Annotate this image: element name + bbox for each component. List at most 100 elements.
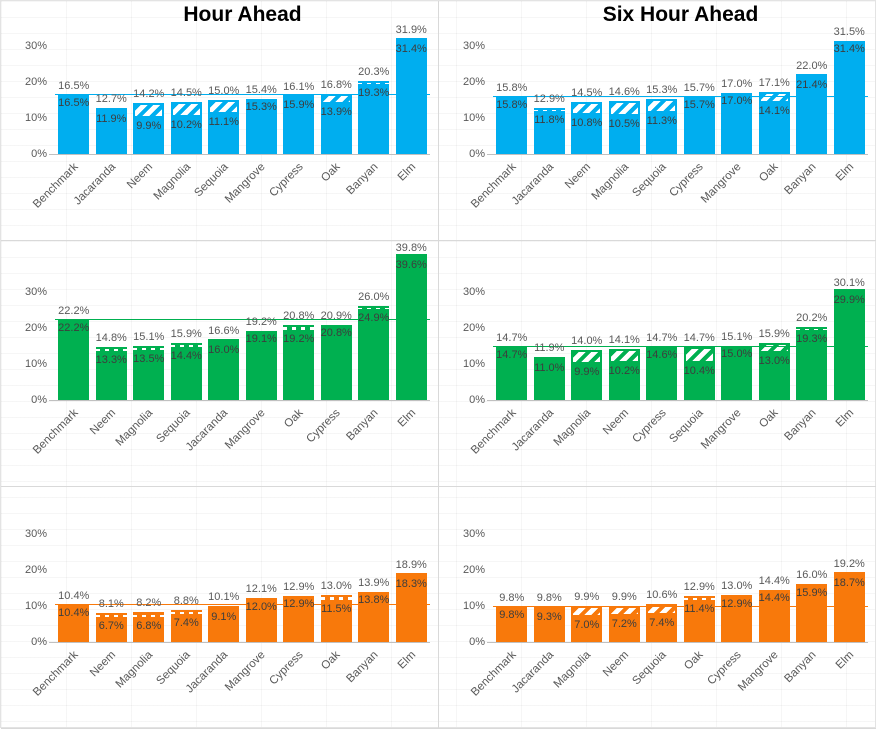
x-slot: Jacaranda <box>509 155 569 240</box>
bar <box>533 357 565 400</box>
bar-slot-cypress: 13.0% 12.9% <box>718 497 756 642</box>
hatched-cap <box>533 107 565 112</box>
x-axis-line <box>487 400 868 401</box>
plot-area: 0% 10% 20% 30% 10.4% 10.4% 8.1% 6.7% 8.2% 6.8% 8.8… <box>25 497 430 648</box>
x-slot: Elm <box>393 401 431 486</box>
bar <box>533 107 565 154</box>
bar <box>283 595 315 642</box>
y-axis-tick-label: 30% <box>24 40 47 52</box>
bar <box>395 573 427 642</box>
bar-slot-elm: 19.2% 18.7% <box>831 497 869 642</box>
x-slot: Banyan <box>782 643 831 728</box>
x-slot: Elm <box>831 155 869 240</box>
bar-inner-label: 7.0% <box>574 618 600 631</box>
bar-inner-label: 11.3% <box>646 115 677 128</box>
x-axis-category-label: Benchmark <box>30 407 81 457</box>
y-axis-tick-label: 30% <box>24 528 47 540</box>
bar <box>208 340 240 400</box>
bar-slot-elm: 39.8% 39.6% <box>393 242 431 400</box>
bar <box>758 590 790 642</box>
bar-slot-magnolia: 8.2% 6.8% <box>130 497 168 642</box>
benchmark-line <box>493 605 868 607</box>
hatched-cap <box>208 339 240 343</box>
y-axis-tick-label: 10% <box>462 112 485 124</box>
bar-inner-label: 15.3% <box>245 100 277 113</box>
hatched-cap <box>571 606 603 617</box>
bar-slot-oak: 13.0% 11.5% <box>318 497 356 642</box>
bar-slot-cypress: 12.9% 12.9% <box>280 497 318 642</box>
x-axis-category-label: Benchmark <box>468 407 519 457</box>
bar-slot-sequoia: 15.3% 11.3% <box>643 9 681 154</box>
hatched-cap <box>395 573 427 577</box>
benchmark-line <box>55 603 430 605</box>
bar-top-label: 15.9% <box>758 327 790 340</box>
hatched-cap <box>833 289 865 293</box>
x-slot: Cypress <box>267 643 318 728</box>
bar-top-label: 9.9% <box>611 591 637 604</box>
hatched-cap <box>571 349 603 365</box>
bar-top-label: 31.5% <box>833 25 865 38</box>
bar-inner-label: 7.2% <box>611 618 637 631</box>
hatched-cap <box>683 347 715 363</box>
bar-top-label: 9.8% <box>499 591 525 604</box>
bar <box>170 342 202 400</box>
y-axis-tick-label: 20% <box>462 564 485 576</box>
bar-inner-label: 10.5% <box>608 118 640 131</box>
x-axis-category-label: Neem <box>600 407 631 438</box>
x-axis-category-label: Neem <box>87 407 118 438</box>
bar-inner-label: 11.5% <box>321 602 352 615</box>
bar-slot-oak: 17.1% 14.1% <box>756 9 794 154</box>
hatched-cap <box>608 606 640 617</box>
hatched-cap <box>358 80 390 85</box>
bar-slot-cypress: 15.7% 15.7% <box>681 9 719 154</box>
bar-top-label: 14.0% <box>571 334 603 347</box>
bar <box>95 346 127 400</box>
bar-inner-label: 12.9% <box>283 597 315 610</box>
x-axis-category-label: Elm <box>395 649 418 672</box>
x-axis: Benchmark Jacaranda Neem Magnolia Sequoia Cyp… <box>469 155 869 240</box>
bar-inner-label: 24.9% <box>358 312 390 325</box>
x-slot: Mangrove <box>699 401 756 486</box>
bar-top-label: 16.0% <box>796 569 828 582</box>
bar-top-label: 14.5% <box>170 86 202 99</box>
bar-slot-oak: 15.9% 13.0% <box>756 255 794 400</box>
bar <box>283 96 315 154</box>
bar-inner-label: 18.7% <box>833 576 865 589</box>
bar <box>646 347 678 400</box>
x-slot: Sequoia <box>630 643 681 728</box>
bar-top-label: 8.2% <box>136 597 162 610</box>
bar-slot-benchmark: 14.7% 14.7% <box>493 255 531 400</box>
hatched-cap <box>133 612 165 618</box>
bar <box>358 591 390 642</box>
bar-inner-label: 10.4% <box>58 606 90 619</box>
bar-top-label: 39.8% <box>395 241 427 254</box>
plot-area: 0% 10% 20% 30% 22.2% 22.2% 14.8% 13.3% 15.1% 13.5… <box>25 242 431 406</box>
x-axis-category-label: Neem <box>87 649 118 680</box>
bar-inner-label: 19.2% <box>283 332 315 345</box>
y-axis-tick-label: 20% <box>24 322 47 334</box>
bar-top-label: 15.7% <box>683 82 715 95</box>
bar-top-label: 16.1% <box>283 81 315 94</box>
y-axis-tick-label: 20% <box>24 76 47 88</box>
benchmark-line <box>55 319 430 321</box>
x-slot: Oak <box>318 155 356 240</box>
x-axis: Benchmark Jacaranda Magnolia Neem Cypress Seq… <box>469 401 868 486</box>
hatched-cap <box>170 610 202 616</box>
plot-area: 0% 10% 20% 30% 15.8% 15.8% 12.9% 11.8% 14.5% 10.8… <box>463 9 868 160</box>
bar-slot-mangrove: 15.4% 15.3% <box>243 9 281 154</box>
y-axis-tick-label: 20% <box>24 564 47 576</box>
bar-slot-banyan: 16.0% 15.9% <box>793 497 831 642</box>
benchmark-line <box>493 96 868 98</box>
bar <box>283 325 315 400</box>
bar <box>170 610 202 642</box>
bar-top-label: 12.9% <box>683 580 715 593</box>
y-axis-tick-label: 0% <box>469 394 485 406</box>
bar-top-label: 18.9% <box>395 558 427 571</box>
bar-top-label: 15.8% <box>496 82 528 95</box>
bar-slot-jacaranda: 10.1% 9.1% <box>205 497 243 642</box>
hatched-cap <box>320 595 352 601</box>
bar-top-label: 20.9% <box>320 309 352 322</box>
bar-inner-label: 10.8% <box>571 117 603 130</box>
bar <box>395 39 427 154</box>
bar-slot-jacaranda: 12.9% 11.8% <box>531 9 569 154</box>
